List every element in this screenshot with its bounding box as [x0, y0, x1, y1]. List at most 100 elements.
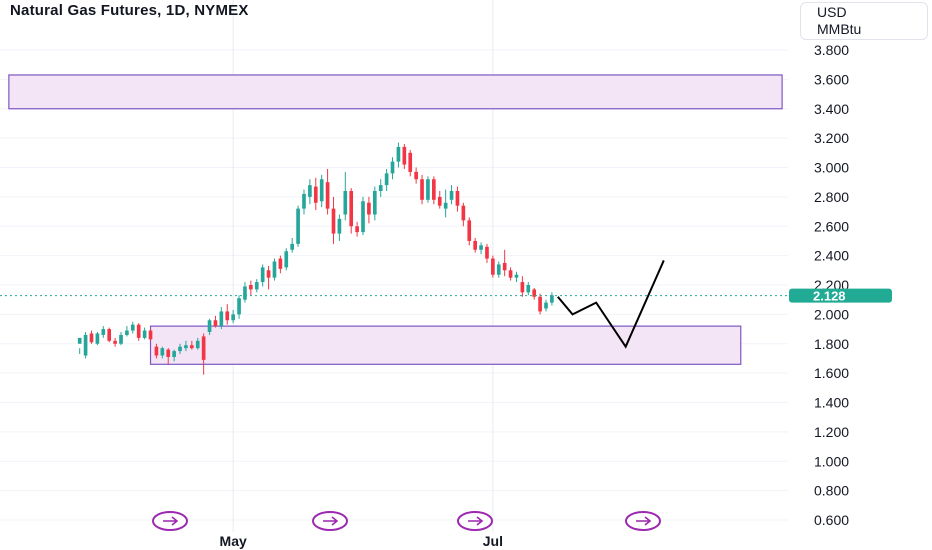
candle [272, 258, 277, 281]
candle-body [284, 251, 289, 268]
currency-unit-box[interactable]: USD MMBtu [800, 2, 928, 40]
candle [160, 346, 165, 359]
candle [266, 265, 271, 290]
candle [290, 238, 295, 253]
candle-body [449, 191, 454, 200]
candle-body [201, 336, 206, 360]
candle [520, 276, 525, 297]
event-icon-arrow [163, 516, 179, 526]
candle [113, 337, 117, 347]
candle-body [178, 346, 182, 352]
candle-body [125, 330, 129, 335]
candle [172, 349, 176, 362]
x-tick-label: Jul [483, 533, 503, 549]
candle-body [225, 311, 230, 321]
candle [437, 191, 442, 209]
candle-body [166, 349, 171, 357]
y-tick-label: 3.200 [814, 130, 849, 146]
candle [243, 282, 247, 303]
events [152, 511, 661, 531]
candle [237, 295, 241, 319]
candle [331, 196, 336, 244]
candle-body [514, 274, 519, 278]
candle-body [420, 179, 424, 200]
candle-body [142, 330, 147, 338]
candle [319, 174, 324, 208]
candle [207, 318, 212, 335]
candle-body [119, 334, 123, 344]
candle [284, 248, 289, 271]
candle [502, 249, 507, 277]
event-icon-arrow [468, 516, 484, 526]
candle-body [195, 340, 200, 349]
candle [219, 307, 224, 330]
zone-rect [8, 74, 783, 110]
price-axis[interactable]: 0.600 0.800 1.000 1.200 1.400 1.600 1.800 2.000… [789, 42, 892, 528]
candle [526, 282, 531, 296]
candle [390, 157, 395, 180]
y-tick-label: 1.200 [814, 424, 849, 440]
candle-body [89, 333, 94, 343]
candle [254, 279, 259, 293]
candle [367, 196, 371, 224]
candle-body [414, 171, 418, 180]
candle-body [485, 246, 489, 259]
candle-body [432, 179, 436, 200]
candle-body [473, 240, 477, 250]
candle [101, 326, 106, 338]
candle [467, 217, 472, 246]
candle [260, 264, 265, 287]
candle [532, 287, 537, 300]
projection-path [557, 272, 660, 349]
candle-body [130, 324, 135, 331]
candle-body [231, 314, 235, 321]
candle-body [337, 218, 342, 234]
candle [479, 242, 483, 255]
candle [337, 214, 342, 241]
candle [313, 177, 318, 211]
candle-body [95, 333, 100, 344]
candle-body [249, 285, 253, 290]
candle [544, 299, 548, 312]
candle-body [266, 270, 271, 278]
candle-body [384, 173, 389, 186]
time-axis[interactable]: May Jul [220, 533, 503, 549]
candle [249, 280, 253, 296]
candle [420, 174, 424, 205]
candle [178, 343, 182, 355]
candle-body [343, 191, 348, 215]
candle [402, 144, 407, 169]
candle [195, 337, 200, 350]
y-tick-label: 2.800 [814, 189, 849, 205]
candle-body [402, 146, 407, 165]
candle-body [243, 286, 247, 300]
candle-body [260, 267, 265, 283]
y-tick-label: 0.600 [814, 512, 849, 528]
candle-body [502, 262, 507, 271]
y-tick-label: 1.000 [814, 453, 849, 469]
candle-body [538, 296, 542, 312]
event-icon-arrow [323, 516, 339, 526]
candle-body [272, 261, 277, 278]
candle [231, 309, 235, 324]
candle-body [508, 270, 513, 278]
candle-body [378, 185, 383, 191]
candle [349, 188, 354, 234]
candle-body [526, 285, 531, 293]
candle-body [443, 202, 448, 209]
currency-label: USD [817, 4, 847, 20]
candle [125, 326, 129, 337]
candle [302, 189, 306, 215]
y-tick-label: 1.800 [814, 336, 849, 352]
y-tick-label: 2.600 [814, 218, 849, 234]
candle-body [219, 311, 224, 327]
candle-body [83, 334, 88, 356]
candle-body [296, 208, 300, 244]
candle-body [213, 320, 218, 327]
candle-body [160, 348, 165, 356]
candle-body [355, 226, 359, 233]
candle-body [461, 205, 466, 221]
candle [190, 340, 194, 350]
candle-body [467, 220, 472, 241]
